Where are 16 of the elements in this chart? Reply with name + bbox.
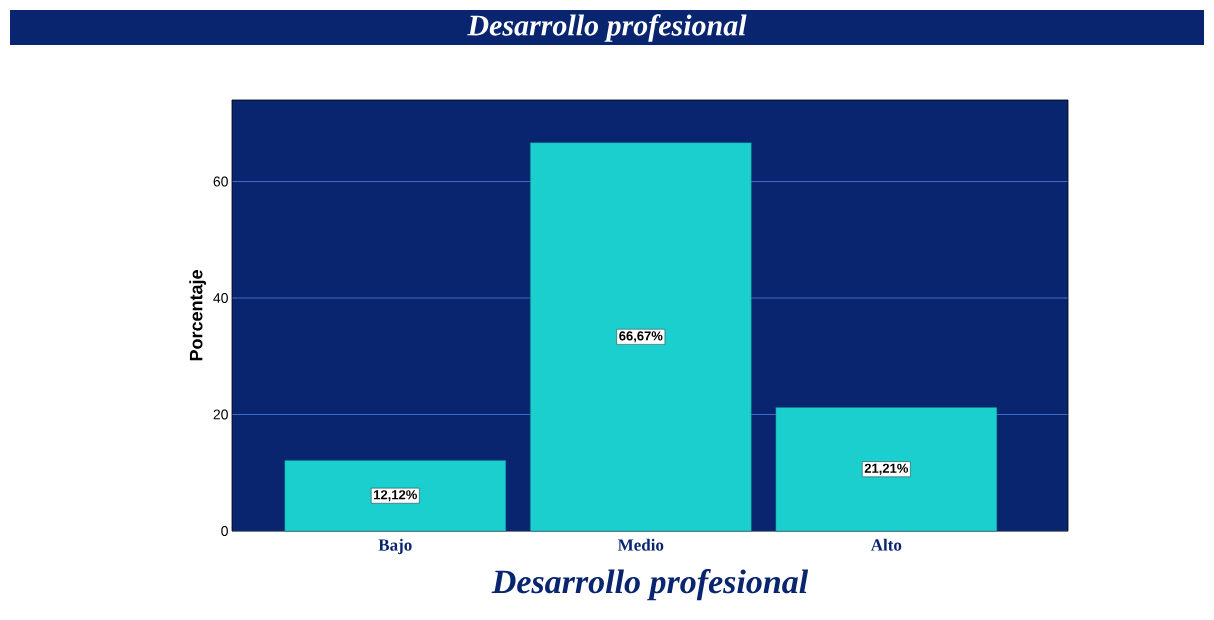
- x-axis-title: Desarrollo profesional: [491, 569, 809, 601]
- bar: [775, 407, 997, 532]
- y-tick-label: 60: [213, 176, 228, 187]
- bar: [530, 142, 752, 532]
- chart-title: Desarrollo profesional: [467, 14, 747, 42]
- x-tick-label: Bajo: [378, 538, 412, 555]
- x-tick-label: Medio: [617, 538, 664, 551]
- data-label: 66,67%: [619, 331, 663, 343]
- y-axis-title: Porcentaje: [189, 270, 207, 361]
- data-label: 21,21%: [864, 463, 909, 475]
- y-tick-label: 20: [213, 409, 228, 420]
- data-label: 12,12%: [374, 490, 417, 502]
- x-tick-label: Alto: [870, 538, 902, 551]
- y-tick-label: 0: [221, 526, 228, 536]
- bar: [284, 460, 506, 532]
- y-tick-label: 40: [213, 293, 228, 303]
